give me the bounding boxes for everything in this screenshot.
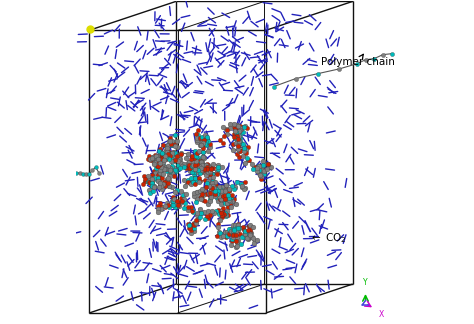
Text: Polymer chain: Polymer chain [320,54,394,67]
Text: $\leftarrow$ CO$_2$: $\leftarrow$ CO$_2$ [309,231,346,245]
Text: X: X [379,310,384,319]
Text: Y: Y [363,278,368,287]
